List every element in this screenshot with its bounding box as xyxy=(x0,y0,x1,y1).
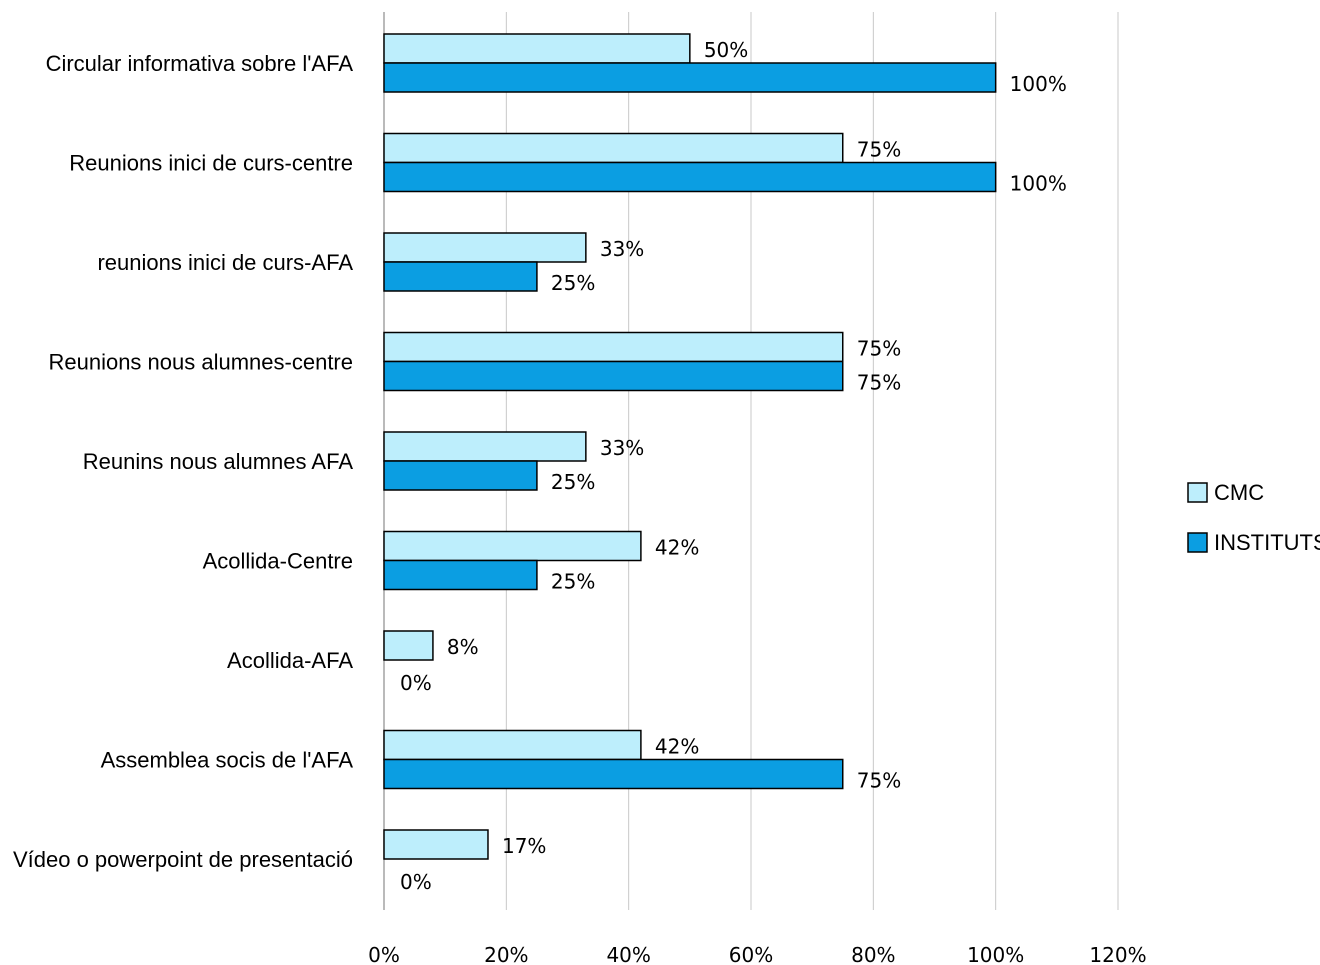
data-label-instituts: 100% xyxy=(1010,72,1067,96)
category-label: Assemblea socis de l'AFA xyxy=(101,748,354,773)
legend: CMC INSTITUTS xyxy=(1187,480,1320,555)
category-label: Vídeo o powerpoint de presentació xyxy=(13,847,353,872)
data-label-cmc: 33% xyxy=(600,436,644,460)
bar-cmc xyxy=(383,829,489,860)
x-tick-labels: 0% 20% 40% 60% 80% 100% 120% xyxy=(368,943,1146,965)
data-label-cmc: 17% xyxy=(502,834,546,858)
bar-instituts xyxy=(383,460,538,491)
x-tick-label: 60% xyxy=(729,943,773,965)
bar-instituts xyxy=(383,360,844,392)
data-labels: 50%100%75%100%33%25%75%75%33%25%42%25%8%… xyxy=(400,38,1067,894)
data-label-instituts: 25% xyxy=(551,271,595,295)
data-label-cmc: 42% xyxy=(655,735,699,759)
bar-cmc xyxy=(383,232,587,263)
category-label: reunions inici de curs-AFA xyxy=(97,250,353,275)
category-label: Reunions inici de curs-centre xyxy=(69,151,353,176)
legend-swatch-cmc xyxy=(1187,482,1208,503)
bar-cmc xyxy=(383,331,844,363)
bar-cmc xyxy=(383,630,434,661)
bar-instituts xyxy=(383,559,538,591)
x-tick-label: 80% xyxy=(851,943,895,965)
bar-cmc xyxy=(383,729,642,761)
bar-instituts xyxy=(383,62,997,93)
x-tick-label: 120% xyxy=(1089,943,1146,965)
data-label-instituts: 0% xyxy=(400,671,432,695)
bar-cmc xyxy=(383,431,587,462)
data-label-cmc: 75% xyxy=(857,138,901,162)
data-label-instituts: 25% xyxy=(551,470,595,494)
x-tick-label: 40% xyxy=(606,943,650,965)
category-label: Acollida-Centre xyxy=(203,549,353,574)
data-label-instituts: 25% xyxy=(551,570,595,594)
bar-instituts xyxy=(383,261,538,292)
legend-label-instituts: INSTITUTS xyxy=(1214,530,1320,555)
data-label-cmc: 42% xyxy=(655,536,699,560)
data-label-cmc: 75% xyxy=(857,337,901,361)
x-tick-label: 20% xyxy=(484,943,528,965)
data-label-cmc: 33% xyxy=(600,237,644,261)
data-label-instituts: 100% xyxy=(1010,172,1067,196)
category-label: Reunions nous alumnes-centre xyxy=(48,350,353,375)
bars xyxy=(383,33,997,860)
bar-cmc xyxy=(383,132,844,164)
data-label-instituts: 75% xyxy=(857,371,901,395)
data-label-instituts: 0% xyxy=(400,870,432,894)
bar-cmc xyxy=(383,33,691,64)
category-label: Reunins nous alumnes AFA xyxy=(83,449,354,474)
category-label: Circular informativa sobre l'AFA xyxy=(46,51,354,76)
category-label: Acollida-AFA xyxy=(227,648,353,673)
legend-label-cmc: CMC xyxy=(1214,480,1264,505)
category-labels: Circular informativa sobre l'AFA Reunions… xyxy=(13,51,353,872)
x-tick-label: 100% xyxy=(967,943,1024,965)
data-label-cmc: 50% xyxy=(704,38,748,62)
bar-instituts xyxy=(383,161,997,193)
bar-cmc xyxy=(383,530,642,562)
legend-swatch-instituts xyxy=(1187,532,1208,553)
data-label-cmc: 8% xyxy=(447,635,479,659)
bar-instituts xyxy=(383,758,844,790)
x-tick-label: 0% xyxy=(368,943,400,965)
data-label-instituts: 75% xyxy=(857,769,901,793)
